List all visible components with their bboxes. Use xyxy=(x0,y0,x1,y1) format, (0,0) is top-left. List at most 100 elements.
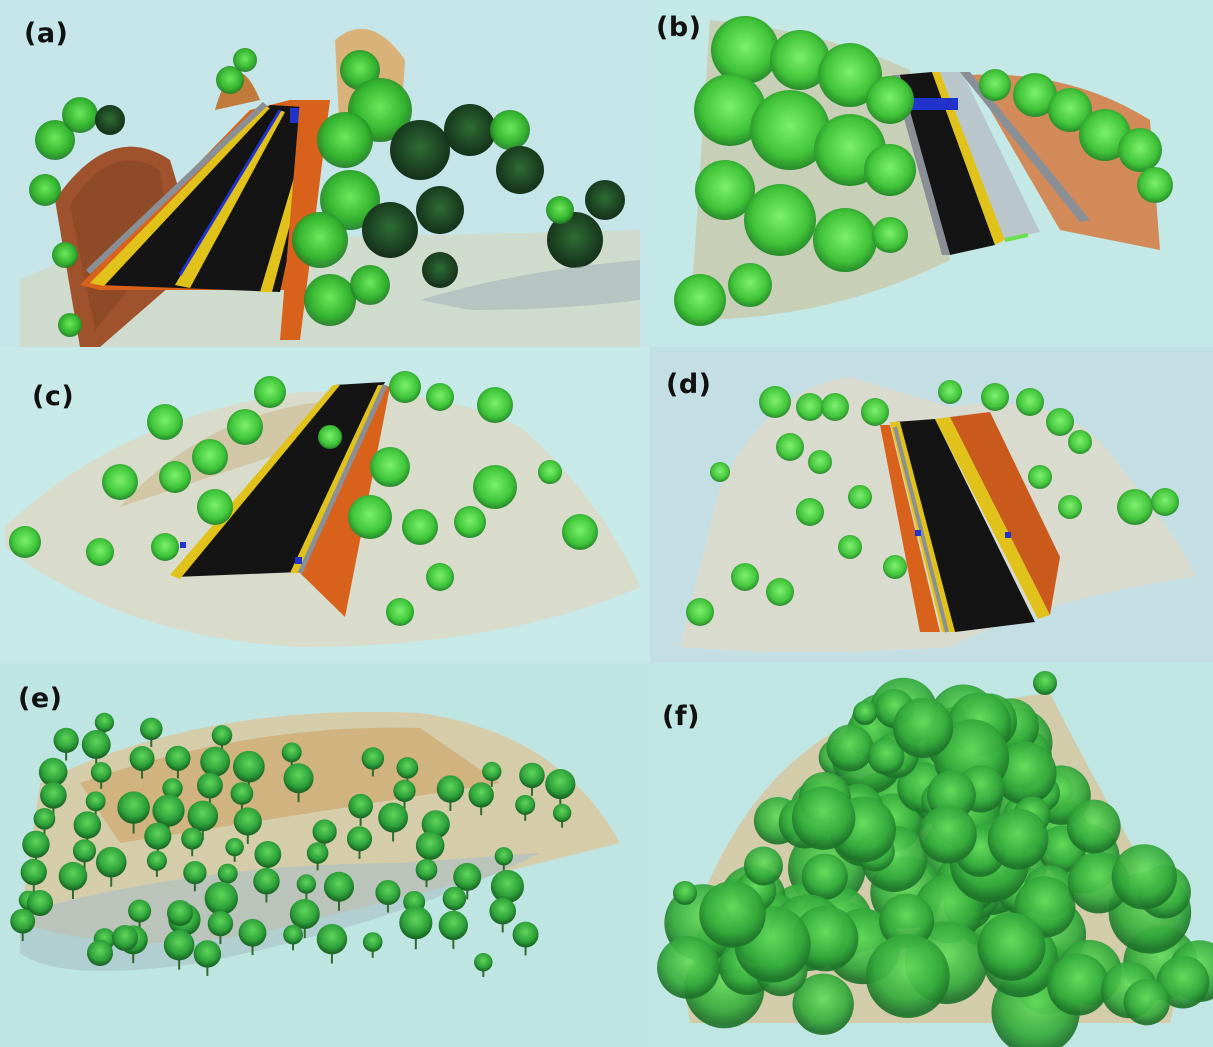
tree-crown xyxy=(197,772,223,799)
tree-crown xyxy=(163,929,195,961)
tree-crown xyxy=(73,811,102,839)
tree-crown xyxy=(253,868,280,895)
panel-f: (f) xyxy=(650,663,1213,1047)
tree-crown xyxy=(167,900,193,926)
tree-crown xyxy=(657,936,720,999)
tree-crown xyxy=(442,886,467,911)
point-cloud-forest-scene-f xyxy=(657,671,1213,1047)
tree-crown xyxy=(867,738,905,775)
tree-crown xyxy=(183,860,207,885)
tree-crown xyxy=(152,794,185,827)
tree-crown xyxy=(1111,844,1177,910)
tree-crown xyxy=(117,791,150,824)
tree-crown xyxy=(1066,799,1121,854)
tree-crown xyxy=(27,890,53,916)
panel-label-b: (b) xyxy=(656,12,702,43)
tree-crown xyxy=(144,822,172,850)
tree-crown xyxy=(38,757,68,787)
tree-crown xyxy=(853,701,877,725)
tree-crown xyxy=(128,899,152,923)
tree-crown xyxy=(826,724,874,772)
tree-crown xyxy=(20,858,47,886)
panel-label-e: (e) xyxy=(18,683,63,714)
tree-crown xyxy=(140,717,163,741)
point-cloud-forest-scene-e xyxy=(10,711,620,978)
tree-crown xyxy=(489,897,517,925)
tree-crown xyxy=(283,924,303,945)
tree-crown xyxy=(421,810,450,839)
tree-crown xyxy=(225,837,244,857)
tree-crown xyxy=(375,879,401,906)
tree-crown xyxy=(296,874,317,894)
tree-crown xyxy=(879,893,935,949)
tree-crown xyxy=(545,768,576,800)
tree-crown xyxy=(283,763,314,794)
tree-crown xyxy=(306,842,329,864)
tree-crown xyxy=(1033,671,1057,695)
tree-crown xyxy=(415,831,445,860)
tree-crown xyxy=(801,853,848,900)
tree-crown xyxy=(207,910,234,937)
tree-crown xyxy=(72,839,97,863)
point-cloud-road-scene-d xyxy=(680,377,1195,652)
tree-crown xyxy=(918,805,977,864)
tree-crown xyxy=(348,793,373,819)
tree-crown xyxy=(217,863,238,884)
tree-crown xyxy=(162,778,183,799)
tree-crown xyxy=(204,881,238,916)
tree-crown xyxy=(361,747,385,770)
tree-crown xyxy=(438,910,468,941)
tree-crown xyxy=(211,725,233,746)
tree-crown xyxy=(1123,978,1170,1026)
tree-crown xyxy=(53,727,79,753)
panel-e: (e) xyxy=(0,663,650,1047)
tree-crown xyxy=(792,973,854,1035)
tree-crown xyxy=(87,940,113,966)
tree-crown xyxy=(94,712,115,733)
tree-crown xyxy=(515,794,536,815)
panel-b: (b) xyxy=(650,0,1213,347)
tree-crown xyxy=(312,819,337,844)
tree-crown xyxy=(230,782,254,805)
panel-label-f: (f) xyxy=(662,701,700,732)
tree-crown xyxy=(699,881,766,948)
tree-crown xyxy=(40,782,67,809)
tree-crown xyxy=(378,802,409,833)
tree-crown xyxy=(490,869,524,904)
tree-crown xyxy=(393,779,416,802)
panel-c: (c) xyxy=(0,347,650,663)
tree-crown xyxy=(33,807,56,830)
tree-crown xyxy=(281,742,302,763)
tree-crown xyxy=(519,762,545,789)
point-cloud-road-scene-c xyxy=(5,371,640,647)
tree-crown xyxy=(233,807,262,836)
tree-crown xyxy=(200,746,231,777)
tree-crown xyxy=(362,932,383,952)
panel-label-c: (c) xyxy=(32,381,75,412)
tree-crown xyxy=(977,912,1046,981)
tree-crown xyxy=(453,862,482,891)
tree-crown xyxy=(512,921,539,948)
tree-crown xyxy=(552,803,572,823)
tree-crown xyxy=(743,846,783,886)
tree-crown xyxy=(323,871,355,902)
tree-crown xyxy=(90,761,112,783)
tree-crown xyxy=(22,830,50,859)
tree-crown xyxy=(193,940,222,968)
tree-crown xyxy=(165,745,191,771)
panel-label-d: (d) xyxy=(666,369,712,400)
tree-crown xyxy=(399,906,433,940)
tree-crown xyxy=(987,808,1049,870)
tree-crown xyxy=(396,756,419,779)
tree-crown xyxy=(95,846,127,878)
tree-crown xyxy=(415,858,438,881)
tree-crown xyxy=(238,918,267,947)
point-cloud-road-scene-a xyxy=(20,28,640,347)
tree-crown xyxy=(1156,955,1210,1009)
tree-crown xyxy=(81,730,111,759)
tree-crown xyxy=(316,923,348,955)
tree-crown xyxy=(112,925,138,951)
tree-crown xyxy=(865,934,950,1018)
tree-crown xyxy=(10,908,36,934)
